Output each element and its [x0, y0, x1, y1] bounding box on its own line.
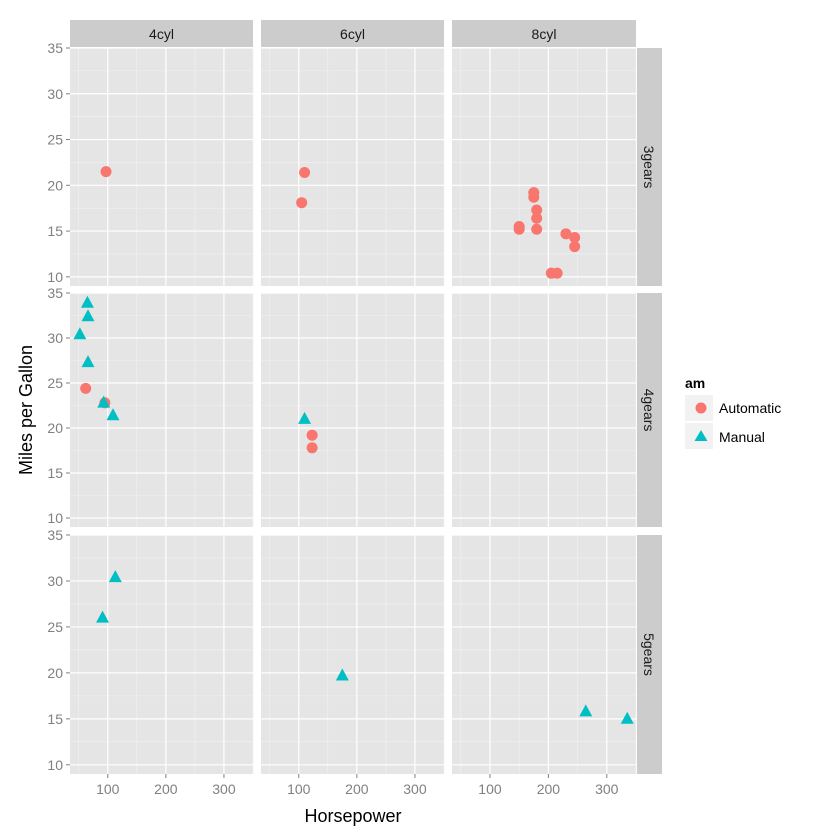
panel-4gears-6cyl [261, 293, 444, 527]
point-manual [96, 610, 110, 623]
y-tick-label: 35 [47, 285, 63, 301]
legend-label-automatic: Automatic [719, 400, 781, 416]
y-tick-label: 30 [47, 86, 63, 102]
y-tick-label: 25 [47, 619, 63, 635]
point-manual [97, 395, 111, 408]
strip-label-3gears: 3gears [641, 146, 657, 189]
point-automatic [528, 187, 540, 199]
point-automatic [306, 429, 318, 441]
point-automatic [513, 223, 525, 235]
y-tick-label: 35 [47, 40, 63, 56]
point-automatic [569, 231, 581, 243]
panel-3gears-8cyl [452, 48, 636, 286]
legend-title: am [685, 375, 705, 391]
panel-4gears-4cyl [70, 293, 253, 527]
strip-top-8cyl [452, 20, 636, 47]
y-tick-label: 20 [47, 420, 63, 436]
y-tick-label: 20 [47, 665, 63, 681]
strip-label-6cyl: 6cyl [340, 26, 365, 42]
y-tick-label: 15 [47, 223, 63, 239]
x-tick-label: 100 [478, 781, 502, 797]
panel-3gears-4cyl [70, 48, 253, 286]
point-automatic [531, 223, 543, 235]
legend-key-automatic [695, 402, 707, 414]
x-tick-label: 300 [595, 781, 619, 797]
point-manual [335, 668, 349, 681]
strip-top-6cyl [261, 20, 444, 47]
y-tick-label: 20 [47, 177, 63, 193]
y-tick-label: 30 [47, 330, 63, 346]
point-automatic [296, 197, 308, 209]
strip-right-4gears [637, 293, 662, 527]
point-manual [73, 327, 87, 340]
x-tick-label: 100 [96, 781, 120, 797]
strip-label-5gears: 5gears [641, 633, 657, 676]
x-axis-title: Horsepower [304, 806, 401, 826]
point-manual [81, 355, 95, 368]
point-manual [80, 295, 94, 308]
point-automatic [560, 228, 572, 240]
point-manual [620, 711, 634, 724]
x-tick-label: 200 [345, 781, 369, 797]
panel-3gears-6cyl [261, 48, 444, 286]
strip-right-5gears [637, 535, 662, 774]
y-tick-label: 10 [47, 510, 63, 526]
point-automatic [80, 382, 92, 394]
legend-label-manual: Manual [719, 429, 765, 445]
x-tick-label: 300 [212, 781, 236, 797]
point-manual [106, 408, 120, 421]
strip-right-3gears [637, 48, 662, 286]
y-tick-label: 15 [47, 465, 63, 481]
facet-strips: 4cyl 6cyl 8cyl 3gears 4gears 5gears [70, 20, 662, 774]
panel-4gears-8cyl [452, 293, 636, 527]
point-manual [579, 704, 593, 717]
point-automatic [531, 212, 543, 224]
data-points [73, 166, 634, 724]
y-tick-label: 25 [47, 132, 63, 148]
x-tick-label: 200 [154, 781, 178, 797]
y-tick-label: 10 [47, 757, 63, 773]
point-automatic [100, 166, 112, 178]
point-manual [108, 570, 122, 583]
y-tick-label: 15 [47, 711, 63, 727]
strip-label-4gears: 4gears [641, 389, 657, 432]
point-automatic [569, 241, 581, 253]
legend-key-manual [694, 430, 708, 441]
point-manual [298, 411, 312, 424]
y-tick-label: 30 [47, 573, 63, 589]
x-tick-label: 300 [403, 781, 427, 797]
x-tick-label: 200 [537, 781, 561, 797]
panel-5gears-6cyl [261, 535, 444, 774]
y-tick-label: 25 [47, 375, 63, 391]
y-axis-title: Miles per Gallon [16, 345, 36, 475]
point-automatic [306, 442, 318, 454]
point-automatic [531, 204, 543, 216]
strip-label-4cyl: 4cyl [149, 26, 174, 42]
legend: am Automatic Manual [685, 375, 781, 449]
y-tick-label: 35 [47, 527, 63, 543]
panel-5gears-8cyl [452, 535, 636, 774]
point-automatic [551, 267, 563, 279]
facet-panels [70, 47, 637, 774]
point-manual [81, 309, 95, 322]
y-tick-label: 10 [47, 269, 63, 285]
panel-5gears-4cyl [70, 535, 253, 774]
strip-top-4cyl [70, 20, 253, 47]
strip-label-8cyl: 8cyl [532, 26, 557, 42]
x-tick-label: 100 [287, 781, 311, 797]
point-automatic [299, 166, 311, 178]
